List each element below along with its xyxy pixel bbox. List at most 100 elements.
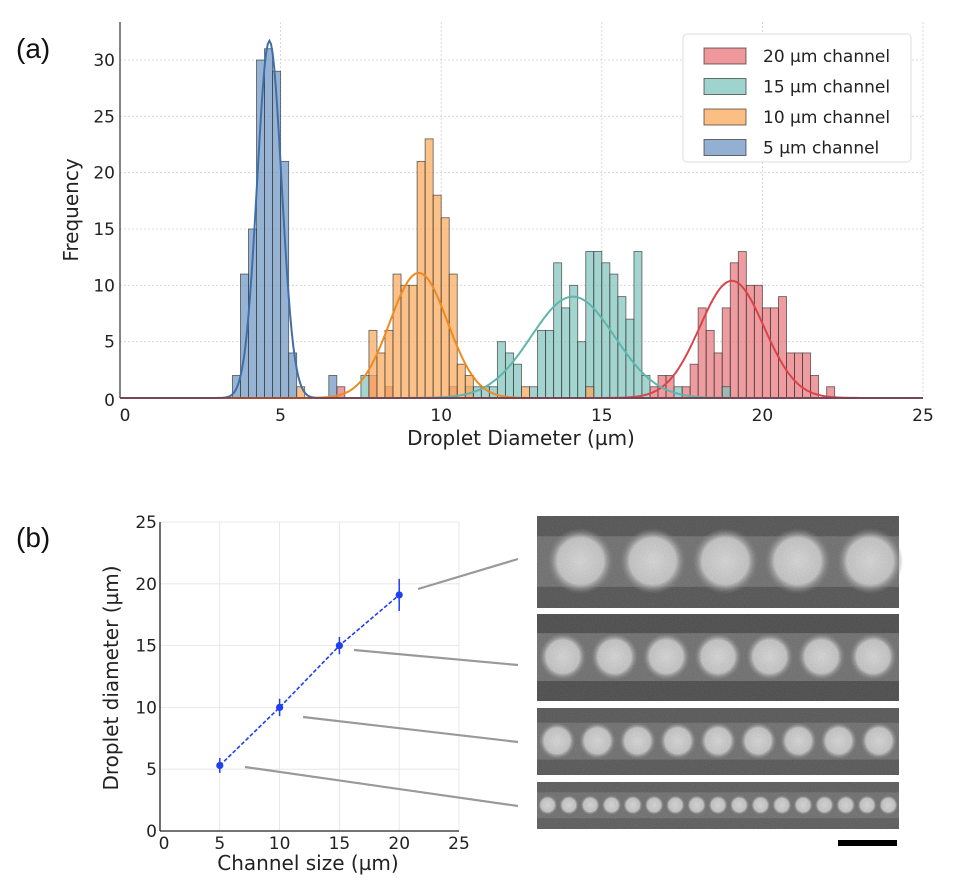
legend-swatch	[703, 108, 747, 126]
histogram-bar	[585, 251, 595, 399]
x-tick-label: 20	[752, 406, 774, 426]
histogram-bar	[376, 352, 386, 399]
y-tick-label: 15	[135, 637, 157, 657]
histogram-bar	[496, 341, 506, 399]
y-tick-label: 0	[146, 822, 157, 842]
noise-overlay	[537, 614, 899, 701]
histogram-bar	[513, 363, 522, 399]
micrograph-15um	[537, 614, 899, 701]
x-tick-label: 0	[120, 406, 131, 426]
histogram-bar	[521, 386, 530, 399]
histogram-y-label: Frequency	[59, 158, 83, 261]
legend-label: 5 µm channel	[763, 139, 879, 159]
histogram-bar	[416, 160, 426, 399]
connector-10um	[302, 715, 519, 744]
y-tick-label: 15	[93, 220, 115, 240]
y-tick-label: 20	[135, 575, 157, 595]
x-tick-label: 15	[329, 834, 351, 854]
legend-label: 15 µm channel	[763, 78, 890, 98]
histogram-bar	[737, 251, 747, 399]
histogram-bar	[753, 284, 763, 399]
histogram-axes	[119, 22, 923, 399]
histogram-bar	[721, 307, 731, 399]
connector-15um	[353, 648, 519, 667]
scaling-y-label: Droplet diameter (µm)	[99, 565, 123, 790]
histogram-bar	[689, 363, 699, 399]
histogram-bar	[633, 251, 643, 399]
data-point	[216, 761, 224, 770]
histogram-bar	[721, 386, 731, 399]
y-tick-label: 10	[135, 698, 157, 718]
data-point	[335, 642, 343, 650]
histogram-bar	[553, 262, 563, 399]
data-point	[276, 703, 284, 712]
histogram-bar	[400, 284, 410, 399]
connector-5um	[244, 765, 519, 808]
legend-label: 10 µm channel	[763, 108, 890, 128]
legend-swatch	[703, 139, 747, 156]
panel-label-b: (b)	[16, 522, 50, 553]
noise-overlay	[537, 708, 899, 775]
histogram-bar	[424, 138, 434, 399]
micrograph-5um	[537, 782, 899, 829]
legend-swatch	[703, 47, 747, 65]
y-tick-label: 25	[135, 513, 157, 533]
histogram-bar	[545, 329, 555, 399]
histogram-legend: 20 µm channel 15 µm channel 10 µm channel 5…	[682, 33, 912, 163]
histogram-bar	[713, 352, 723, 399]
y-tick-label: 25	[93, 107, 115, 127]
x-tick-label: 5	[275, 406, 286, 426]
x-tick-label: 15	[591, 406, 613, 426]
histogram-bar	[585, 386, 595, 399]
scaling-series	[216, 578, 403, 773]
histogram-bar	[561, 307, 571, 399]
x-tick-label: 10	[269, 834, 291, 854]
histogram-ticks: 0 5 10 15 20 25 0 5 10 15 20 25 30	[93, 51, 933, 426]
noise-overlay	[537, 516, 899, 608]
y-tick-label: 10	[93, 276, 115, 296]
scaling-ticks: 0 5 10 15 20 25 0 5 10 15 20 25	[135, 513, 469, 854]
histogram-bar	[264, 48, 274, 399]
histogram-bar	[384, 329, 394, 399]
y-tick-label: 0	[104, 391, 115, 411]
histogram-bar	[794, 352, 804, 399]
micrograph-10um	[537, 708, 899, 775]
histogram-bar	[778, 296, 787, 399]
x-tick-label: 25	[912, 406, 934, 426]
histogram-bar	[456, 363, 466, 399]
histogram-bar	[392, 273, 402, 399]
histogram-bar	[601, 262, 611, 399]
y-tick-label: 5	[104, 333, 115, 353]
scaling-x-label: Channel size (µm)	[217, 851, 398, 875]
x-tick-label: 20	[388, 834, 410, 854]
histogram-bar	[705, 329, 715, 399]
data-point	[395, 591, 403, 599]
micrograph-20um	[537, 516, 904, 608]
histogram-bar	[408, 284, 418, 399]
x-tick-label: 10	[430, 406, 452, 426]
legend-frame	[682, 33, 912, 163]
legend-label: 20 µm channel	[763, 47, 890, 67]
x-tick-label: 25	[448, 834, 470, 854]
noise-overlay	[537, 782, 899, 829]
y-tick-label: 5	[146, 760, 157, 780]
trend-line	[219, 594, 400, 767]
x-tick-label: 0	[159, 834, 170, 854]
histogram-bar	[529, 386, 539, 399]
histogram-bar	[328, 375, 338, 399]
histogram-bar	[569, 284, 579, 399]
micrograph-panel	[537, 516, 904, 829]
connector-lines	[244, 557, 519, 808]
histogram-bar	[761, 307, 771, 399]
x-tick-label: 5	[214, 834, 225, 854]
scaling-axes	[159, 522, 459, 832]
histogram-bar	[272, 70, 282, 399]
scaling-grid	[160, 521, 460, 831]
y-tick-label: 30	[93, 51, 115, 71]
y-tick-label: 20	[93, 164, 115, 184]
histogram-bar	[593, 251, 603, 399]
histogram-bar	[537, 329, 547, 399]
panel-label-a: (a)	[16, 33, 50, 64]
legend-swatch	[703, 78, 747, 95]
